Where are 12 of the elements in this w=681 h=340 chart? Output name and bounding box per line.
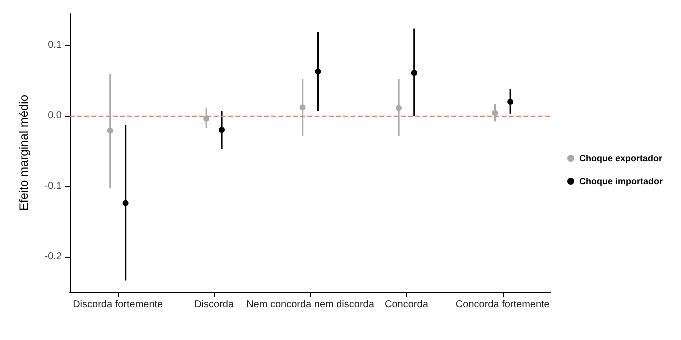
y-tick-label: 0.1	[48, 40, 62, 52]
y-tick-label: 0.0	[48, 110, 62, 122]
x-tick-label: Concorda	[385, 300, 429, 310]
x-tick-label: Nem concorda nem discorda	[246, 300, 375, 310]
y-tick-label: -0.2	[44, 251, 62, 262]
y-tick-label: -0.1	[44, 180, 62, 192]
y-axis-title: Efeito marginal médio	[17, 94, 31, 212]
legend-label: Choque importador	[580, 176, 664, 186]
legend-label: Choque exportador	[580, 154, 664, 164]
x-tick-label: Concorda fortemente	[456, 300, 550, 310]
x-tick-label: Discorda	[194, 300, 234, 310]
x-tick-label: Discorda fortemente	[73, 300, 164, 310]
